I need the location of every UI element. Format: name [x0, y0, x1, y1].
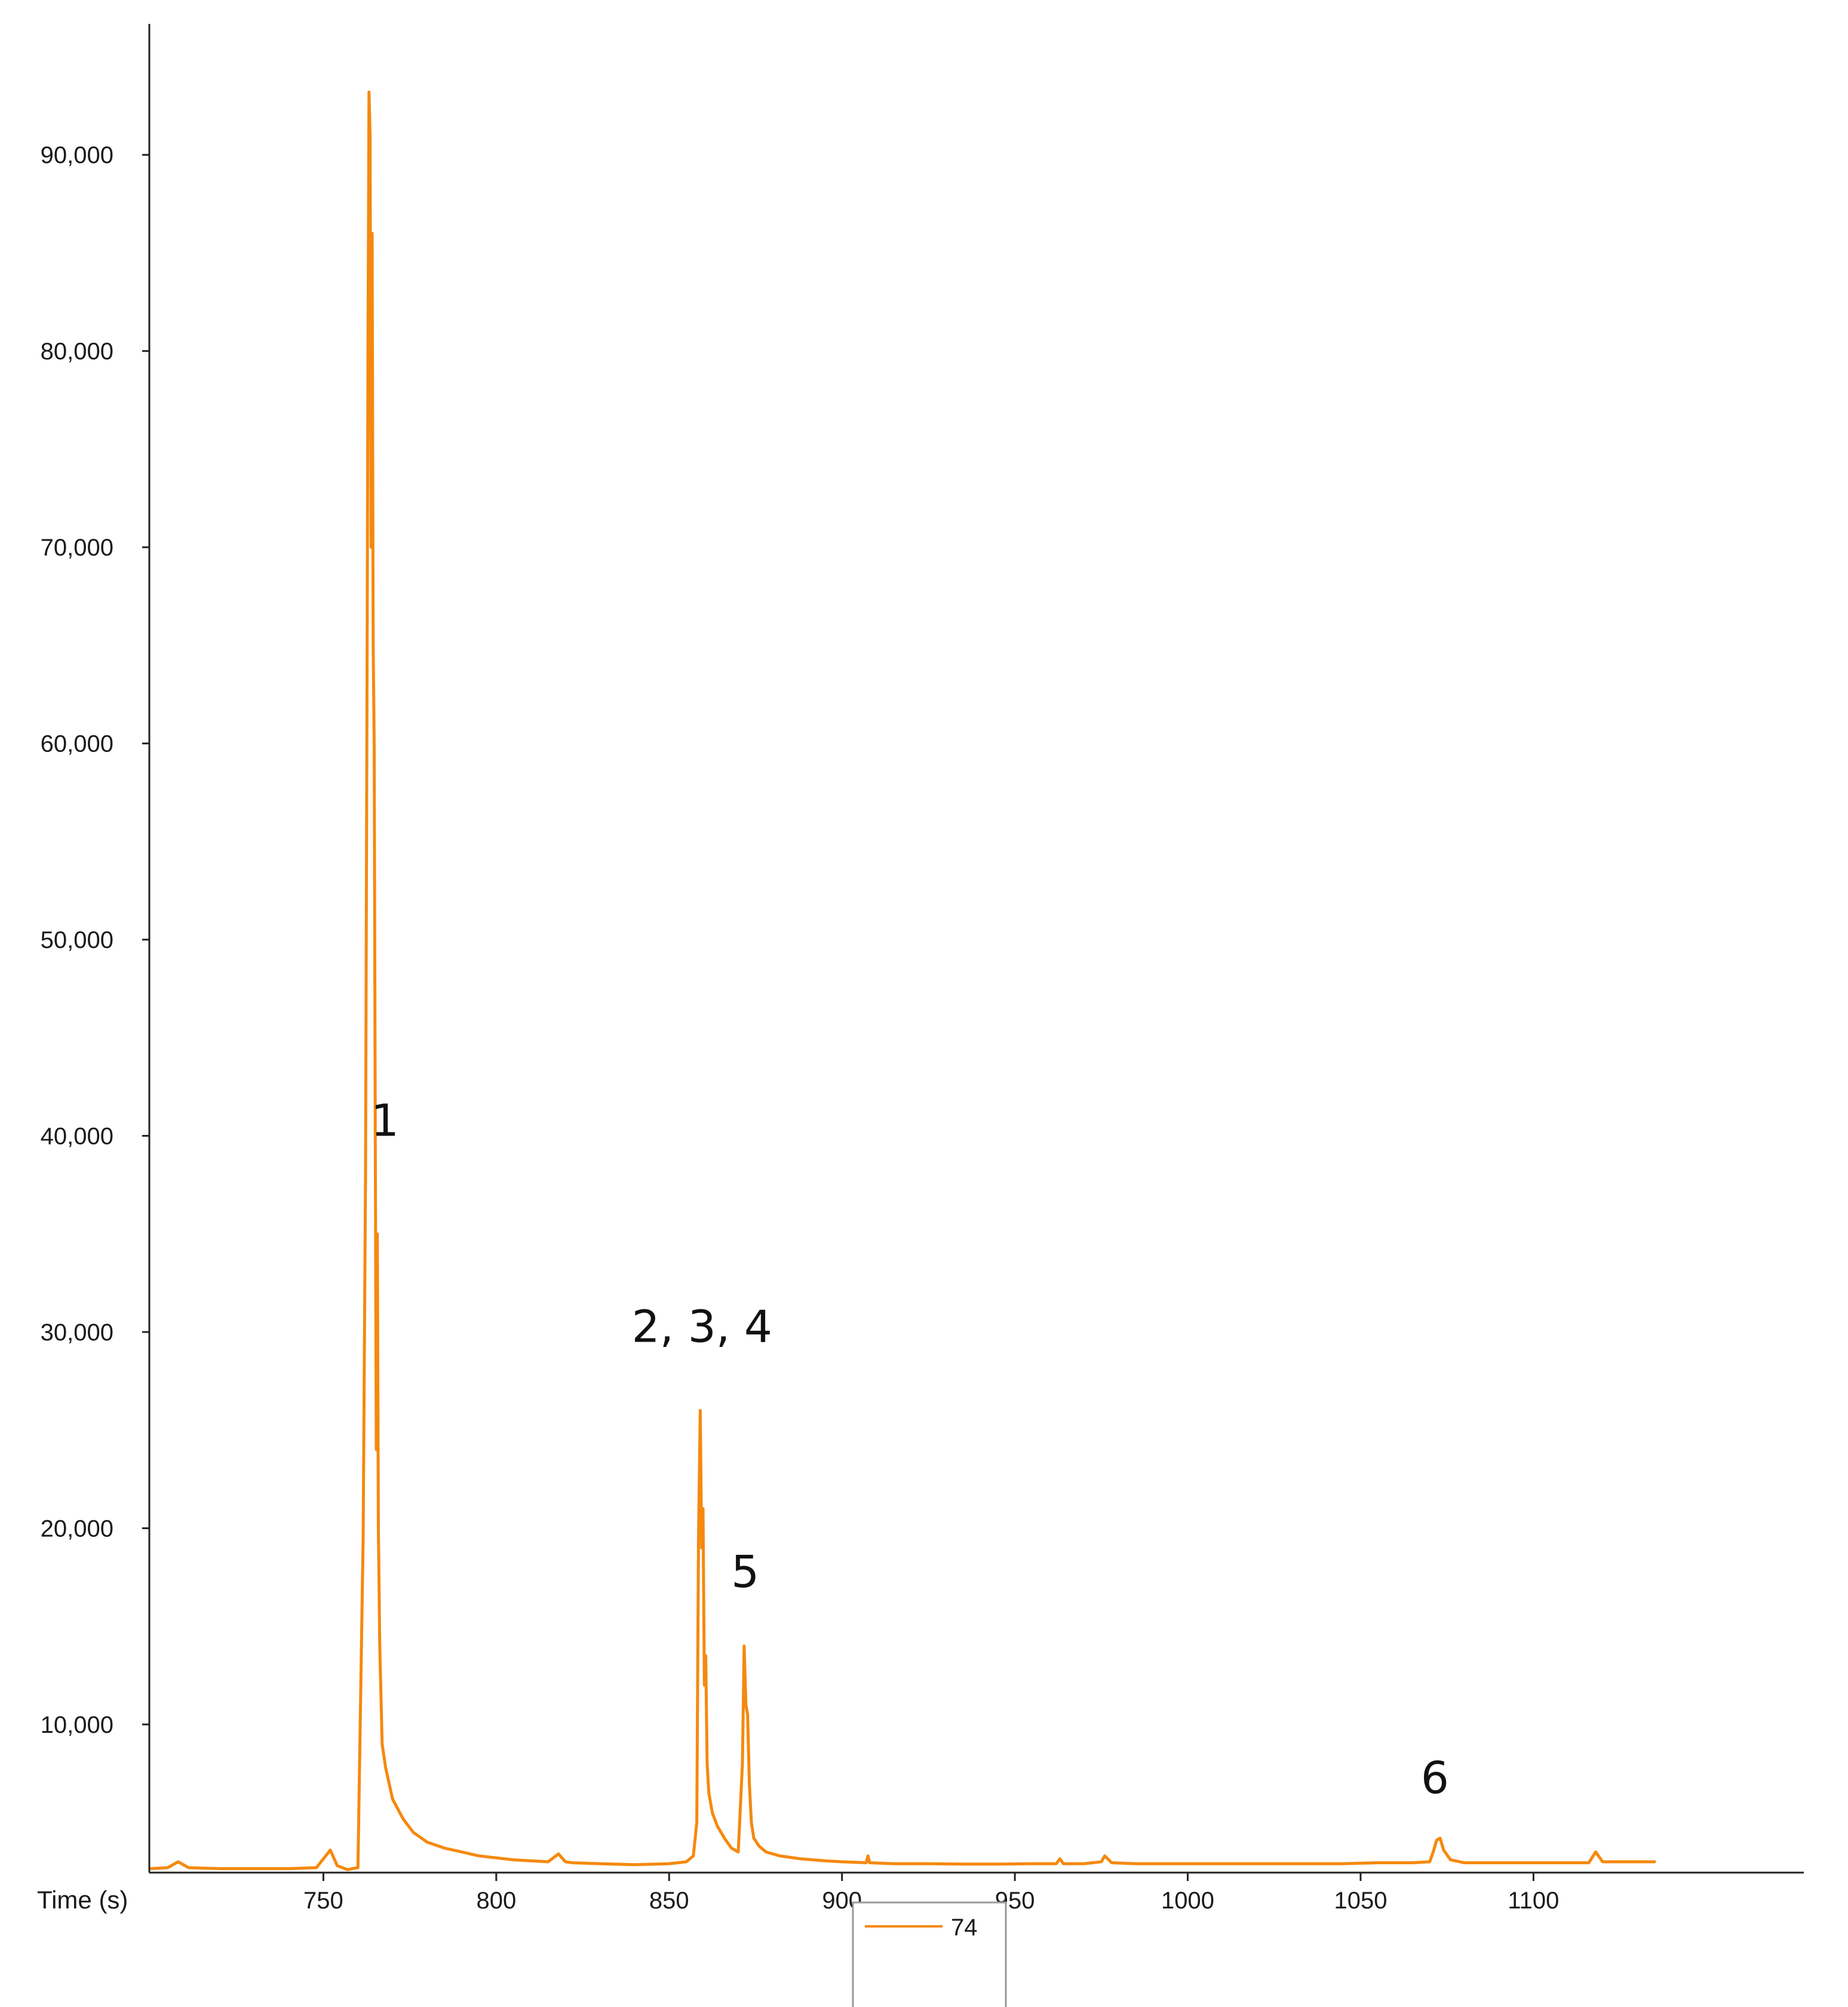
peak-label: 1 — [371, 1095, 399, 1147]
x-tick-label: 1100 — [1508, 1888, 1559, 1914]
peak-label: 2, 3, 4 — [632, 1301, 772, 1352]
series-line-74 — [149, 90, 1656, 1871]
legend-box — [852, 1901, 1007, 2007]
y-tick-label: 10,000 — [41, 1712, 113, 1738]
legend-label: 74 — [951, 1914, 978, 1941]
y-tick-label: 80,000 — [41, 339, 113, 365]
peak-annotations: 1 2, 3, 4 5 6 — [371, 1095, 1449, 1804]
x-tick-label: 750 — [303, 1888, 343, 1914]
y-axis-ticks: 10,000 20,000 30,000 40,000 50,000 60,000 70,0… — [41, 142, 149, 1738]
legend: 74 — [852, 1901, 1007, 2007]
series-layer — [149, 90, 1656, 1871]
y-tick-label: 90,000 — [41, 142, 113, 168]
y-tick-label: 50,000 — [41, 927, 113, 953]
x-tick-label: 850 — [649, 1888, 689, 1914]
y-tick-label: 30,000 — [41, 1319, 113, 1346]
y-tick-label: 20,000 — [41, 1515, 113, 1542]
y-tick-label: 60,000 — [41, 731, 113, 757]
x-axis-ticks: 750 800 850 900 950 1000 1050 1100 — [303, 1873, 1559, 1914]
peak-label: 5 — [731, 1546, 759, 1598]
y-tick-label: 40,000 — [41, 1124, 113, 1150]
y-tick-label: 70,000 — [41, 535, 113, 561]
x-axis-title: Time (s) — [37, 1886, 128, 1914]
x-tick-label: 1050 — [1334, 1888, 1387, 1914]
x-tick-label: 800 — [476, 1888, 516, 1914]
peak-label: 6 — [1421, 1753, 1449, 1804]
x-tick-label: 1000 — [1161, 1888, 1214, 1914]
